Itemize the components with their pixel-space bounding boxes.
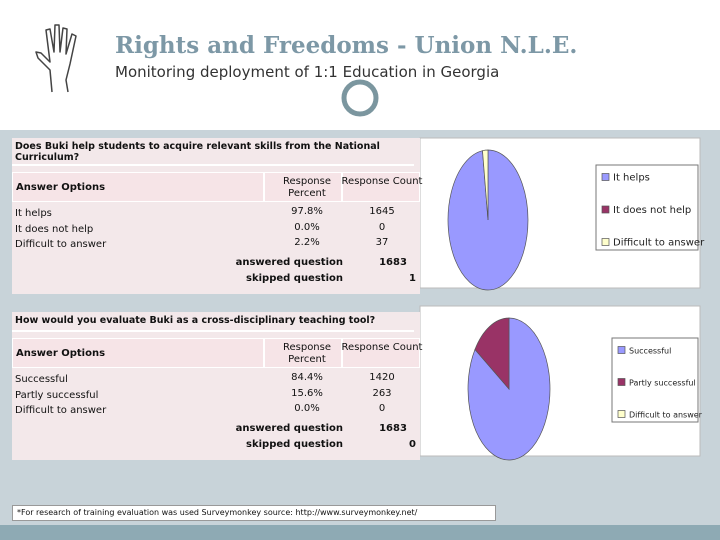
response-count: 37	[375, 237, 389, 248]
header-cell	[342, 338, 420, 368]
legend-swatch	[617, 410, 626, 418]
subtitle: Monitoring deployment of 1:1 Education i…	[115, 63, 500, 81]
skipped-value: 1	[409, 272, 416, 284]
bottom-band	[0, 525, 720, 540]
hand-icon	[35, 24, 77, 93]
response-percent: 97.8%	[291, 206, 323, 217]
footnote: *For research of training evaluation was…	[12, 505, 496, 521]
column-header: Response Percent	[282, 342, 332, 365]
column-header: Answer Options	[16, 182, 106, 193]
circle-icon	[341, 79, 379, 117]
legend-box	[611, 337, 699, 423]
question: How would you evaluate Buki as a cross-d…	[12, 312, 414, 332]
answer-option: Partly successful	[15, 389, 99, 401]
response-percent: 15.6%	[291, 387, 323, 399]
response-percent: 84.4%	[291, 372, 323, 383]
skipped-label: skipped question	[246, 438, 343, 450]
pie-slice	[482, 149, 489, 221]
column-header: Response Count	[341, 342, 423, 353]
answer-option: Difficult to answer	[15, 405, 107, 416]
answer-option: It does not help	[15, 223, 94, 235]
header-cell	[342, 172, 420, 202]
response-count: 0	[378, 221, 386, 233]
answered-label: answered question	[235, 256, 343, 268]
answered-value: 1683	[379, 256, 407, 268]
legend-swatch	[617, 346, 626, 354]
legend-label: Difficult to answer	[613, 238, 705, 249]
legend-label: Successful	[629, 347, 671, 356]
legend-swatch	[601, 205, 610, 214]
response-percent: 0.0%	[294, 221, 320, 233]
answer-option: Difficult to answer	[15, 239, 107, 250]
legend-swatch	[601, 238, 610, 246]
legend-box	[595, 164, 699, 251]
legend-label: It does not help	[613, 205, 691, 216]
legend-label: It helps	[613, 173, 650, 184]
legend-swatch	[601, 173, 610, 181]
answered-label: answered question	[235, 422, 343, 434]
legend-label: Partly successful	[629, 379, 696, 388]
answer-option: Successful	[15, 374, 68, 385]
legend-swatch	[617, 378, 626, 386]
response-percent: 2.2%	[294, 237, 320, 248]
response-percent: 0.0%	[294, 403, 320, 414]
response-count: 1420	[369, 372, 395, 383]
column-header: Answer Options	[16, 348, 106, 359]
response-count: 0	[378, 403, 386, 414]
column-header: Response Count	[341, 176, 423, 187]
legend-label: Difficult to answer	[629, 411, 703, 420]
header-cell	[12, 172, 264, 202]
header-cell	[12, 338, 264, 368]
question: Does Buki help students to acquire relev…	[12, 138, 414, 166]
header-cell	[264, 338, 342, 368]
header-cell	[264, 172, 342, 202]
answer-option: It helps	[15, 208, 52, 219]
column-header: Response Percent	[282, 176, 332, 199]
answered-value: 1683	[379, 422, 407, 434]
response-count: 1645	[369, 206, 395, 217]
response-count: 263	[372, 387, 392, 399]
title: Rights and Freedoms - Union N.L.E.	[115, 32, 578, 59]
table-panel	[12, 312, 420, 460]
skipped-value: 0	[409, 438, 416, 450]
skipped-label: skipped question	[246, 272, 343, 284]
pie-slice	[474, 317, 510, 390]
